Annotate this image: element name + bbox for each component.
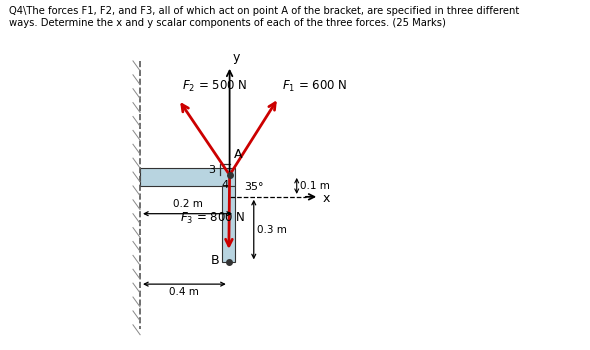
- Text: $F_3$ = 800 N: $F_3$ = 800 N: [180, 211, 245, 226]
- Bar: [222, 186, 235, 262]
- Text: 3: 3: [208, 164, 215, 175]
- Text: 0.3 m: 0.3 m: [257, 225, 287, 235]
- Text: B: B: [211, 254, 219, 267]
- Text: 0.4 m: 0.4 m: [169, 287, 199, 297]
- Text: 35°: 35°: [244, 182, 263, 192]
- Text: 4: 4: [221, 180, 228, 190]
- Text: x: x: [323, 192, 330, 205]
- Text: $F_1$ = 600 N: $F_1$ = 600 N: [282, 79, 348, 94]
- Text: y: y: [232, 51, 240, 64]
- Text: 0.1 m: 0.1 m: [300, 181, 330, 191]
- Text: A: A: [234, 148, 242, 161]
- Text: 0.2 m: 0.2 m: [173, 199, 202, 209]
- Text: $F_2$ = 500 N: $F_2$ = 500 N: [182, 78, 248, 94]
- Bar: [140, 168, 235, 186]
- Text: Q4\The forces F1, F2, and F3, all of which act on point A of the bracket, are sp: Q4\The forces F1, F2, and F3, all of whi…: [8, 6, 519, 28]
